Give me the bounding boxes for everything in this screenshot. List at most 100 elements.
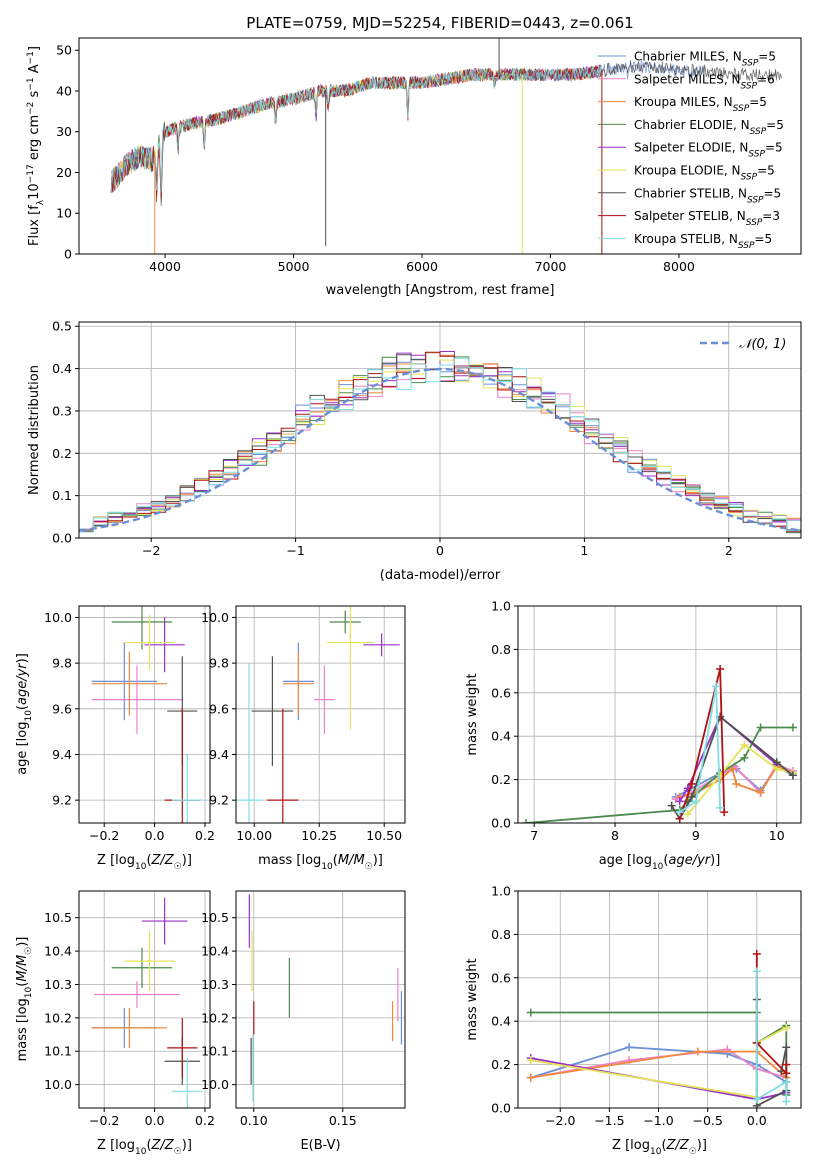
plot-area <box>526 949 791 1108</box>
x-tick-label: 0.15 <box>329 1113 357 1128</box>
label-part: λ <box>36 199 46 205</box>
label-part: Flux [f <box>27 205 42 246</box>
label-part: mass [log <box>15 998 30 1061</box>
x-axis-label: Z [log10(Z/Z☉)] <box>97 853 192 872</box>
label-part: 10 <box>24 986 34 998</box>
axes-frame: −0.2 0.0 0.2 10.0 10.1 10.2 10.3 10.4 10.5 Z [log… <box>15 890 215 1157</box>
marker-kroupa_miles <box>693 1047 702 1056</box>
y-tick-label: 0.6 <box>491 970 511 985</box>
label-part: ( <box>333 853 338 868</box>
label-part: )] <box>15 653 30 663</box>
marker-salpeter_stelib <box>720 808 729 817</box>
x-tick-label: 0 <box>436 543 444 558</box>
legend-entry: Salpeter STELIB, NSSP=3 <box>634 209 780 228</box>
label-part: ( <box>15 982 30 987</box>
label-part: erg cm <box>27 115 42 164</box>
x-tick-label: −1.0 <box>643 1113 673 1128</box>
label-part: ( <box>15 705 30 710</box>
x-tick-label: 2 <box>725 543 733 558</box>
x-tick-label: −0.2 <box>89 1113 119 1128</box>
axes-mass_vs_Z: −0.2 0.0 0.2 10.0 10.1 10.2 10.3 10.4 10.5 Z [log… <box>15 890 215 1157</box>
label-part: −1 <box>26 77 36 90</box>
marker-salpeter_miles <box>671 795 680 804</box>
axes-frame: −0.2 0.0 0.29.29.49.69.810.0Z [log10(Z/Z☉)… <box>15 605 215 872</box>
x-tick-label: −2.0 <box>545 1113 575 1128</box>
label-part: =5 <box>765 141 783 155</box>
y-tick-label: 10.1 <box>201 1044 229 1059</box>
y-tick-label: 0.2 <box>491 772 511 787</box>
axes-border <box>517 605 802 824</box>
label-part: Chabrier MILES, N <box>634 50 742 64</box>
y-tick-label: 10.5 <box>201 910 229 925</box>
label-part: mass [log <box>258 853 321 868</box>
y-tick-label: 0.4 <box>491 1014 511 1029</box>
label-part: SSP <box>741 173 758 183</box>
label-part: Salpeter MILES, N <box>634 72 741 86</box>
label-part: Kroupa STELIB, N <box>634 232 738 246</box>
label-part: ] <box>27 46 42 51</box>
axes-massweight_vs_Z: −2.0 −1.5 −1.0 −0.5 0.0 0.0 0.2 0.4 0.6 0.8 1.0 Z [… <box>465 884 802 1157</box>
axes-residual_histogram: −2 −1 0 1 2 0.0 0.1 0.2 0.3 0.4 0.5 𝒩(0, 1) (data-mo… <box>27 319 802 583</box>
y-tick-label: 10.0 <box>201 610 229 625</box>
y-tick-label: 0.0 <box>491 1101 511 1116</box>
y-axis-label: Normed distribution <box>27 365 42 495</box>
label-part: Z [log <box>97 853 135 868</box>
label-part: ☉ <box>24 947 34 955</box>
y-tick-label: 0.4 <box>52 361 72 376</box>
y-tick-label: 9.6 <box>209 701 229 716</box>
y-tick-label: 9.2 <box>52 793 72 808</box>
x-axis-label: E(B-V) <box>300 1138 340 1153</box>
x-tick-label: 5000 <box>278 259 310 274</box>
label-part: age/yr <box>668 853 711 868</box>
legend-entry: Kroupa ELODIE, NSSP=5 <box>634 164 775 183</box>
label-part: )] <box>373 853 383 868</box>
y-tick-label: 0.6 <box>491 685 511 700</box>
label-part: age [log <box>15 722 30 775</box>
marker-kroupa_stelib <box>716 803 725 812</box>
x-tick-label: 8000 <box>663 259 695 274</box>
label-part: Chabrier STELIB, N <box>634 186 747 200</box>
marker-chabrier_stelib <box>667 801 676 810</box>
x-tick-label: −1 <box>286 543 304 558</box>
line-chabrier_stelib <box>670 715 794 821</box>
x-axis-label: age [log10(age/yr)] <box>599 853 721 872</box>
label-part: SSP <box>750 127 767 137</box>
label-part: ☉ <box>174 862 182 872</box>
marker-kroupa_stelib <box>782 1097 791 1106</box>
label-part: M/M <box>15 955 30 982</box>
marker-salpeter_stelib <box>782 1060 791 1069</box>
label-part: 10 <box>135 862 147 872</box>
x-tick-label: 6000 <box>406 259 438 274</box>
x-tick-label: −1.5 <box>594 1113 624 1128</box>
x-tick-label: 1 <box>580 543 588 558</box>
y-tick-label: 9.4 <box>209 747 229 762</box>
x-tick-label: 10.00 <box>236 828 272 843</box>
label-part: =6 <box>757 72 775 86</box>
y-tick-label: 9.4 <box>52 747 72 762</box>
y-axis-label: age [log10(age/yr)] <box>15 653 34 775</box>
label-part: M/M <box>338 853 365 868</box>
axes-border <box>78 890 211 1109</box>
y-tick-label: 10.4 <box>44 944 72 959</box>
plot-area <box>110 38 783 254</box>
marker-kroupa_elodie <box>683 810 692 819</box>
plot-area <box>236 606 400 823</box>
label-part: −17 <box>26 164 36 183</box>
label-part: =5 <box>758 50 776 64</box>
axes-frame: 10.00 10.25 10.50 9.2 9.4 9.6 9.8 10.0 mass [log… <box>201 605 406 872</box>
y-tick-label: 10.5 <box>44 910 72 925</box>
marker-chabrier_elodie <box>522 819 531 823</box>
marker-kroupa_stelib <box>691 797 700 806</box>
marker-salpeter_elodie <box>675 797 684 806</box>
label-part: 10 <box>135 1147 147 1157</box>
x-tick-label: 0.2 <box>195 828 215 843</box>
legend-entry: Salpeter ELODIE, NSSP=5 <box>634 141 783 160</box>
marker-chabrier_elodie <box>788 723 797 732</box>
line-kroupa_stelib <box>755 971 788 1102</box>
legend-entry: Chabrier ELODIE, NSSP=5 <box>634 118 784 137</box>
x-tick-label: 10 <box>769 828 785 843</box>
label-part: Z [log <box>612 1138 650 1153</box>
y-tick-label: 20 <box>56 165 72 180</box>
marker-salpeter_stelib <box>782 1069 791 1078</box>
